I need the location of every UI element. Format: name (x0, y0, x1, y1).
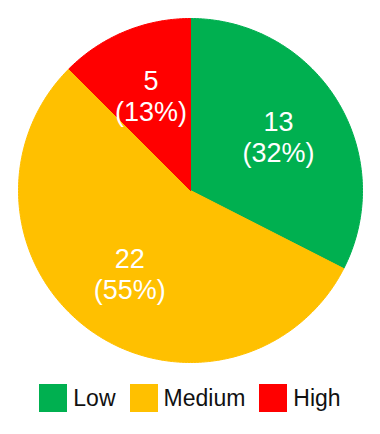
html-text:High: High (293, 384, 341, 411)
html-text:Low: Low (73, 384, 116, 411)
svg-text:13(32%): 13(32%) (242, 107, 314, 168)
html-text:Medium: Medium (163, 384, 246, 411)
svg-text:22(55%): 22(55%) (94, 244, 166, 305)
svg-text:5(13%): 5(13%) (115, 66, 187, 127)
